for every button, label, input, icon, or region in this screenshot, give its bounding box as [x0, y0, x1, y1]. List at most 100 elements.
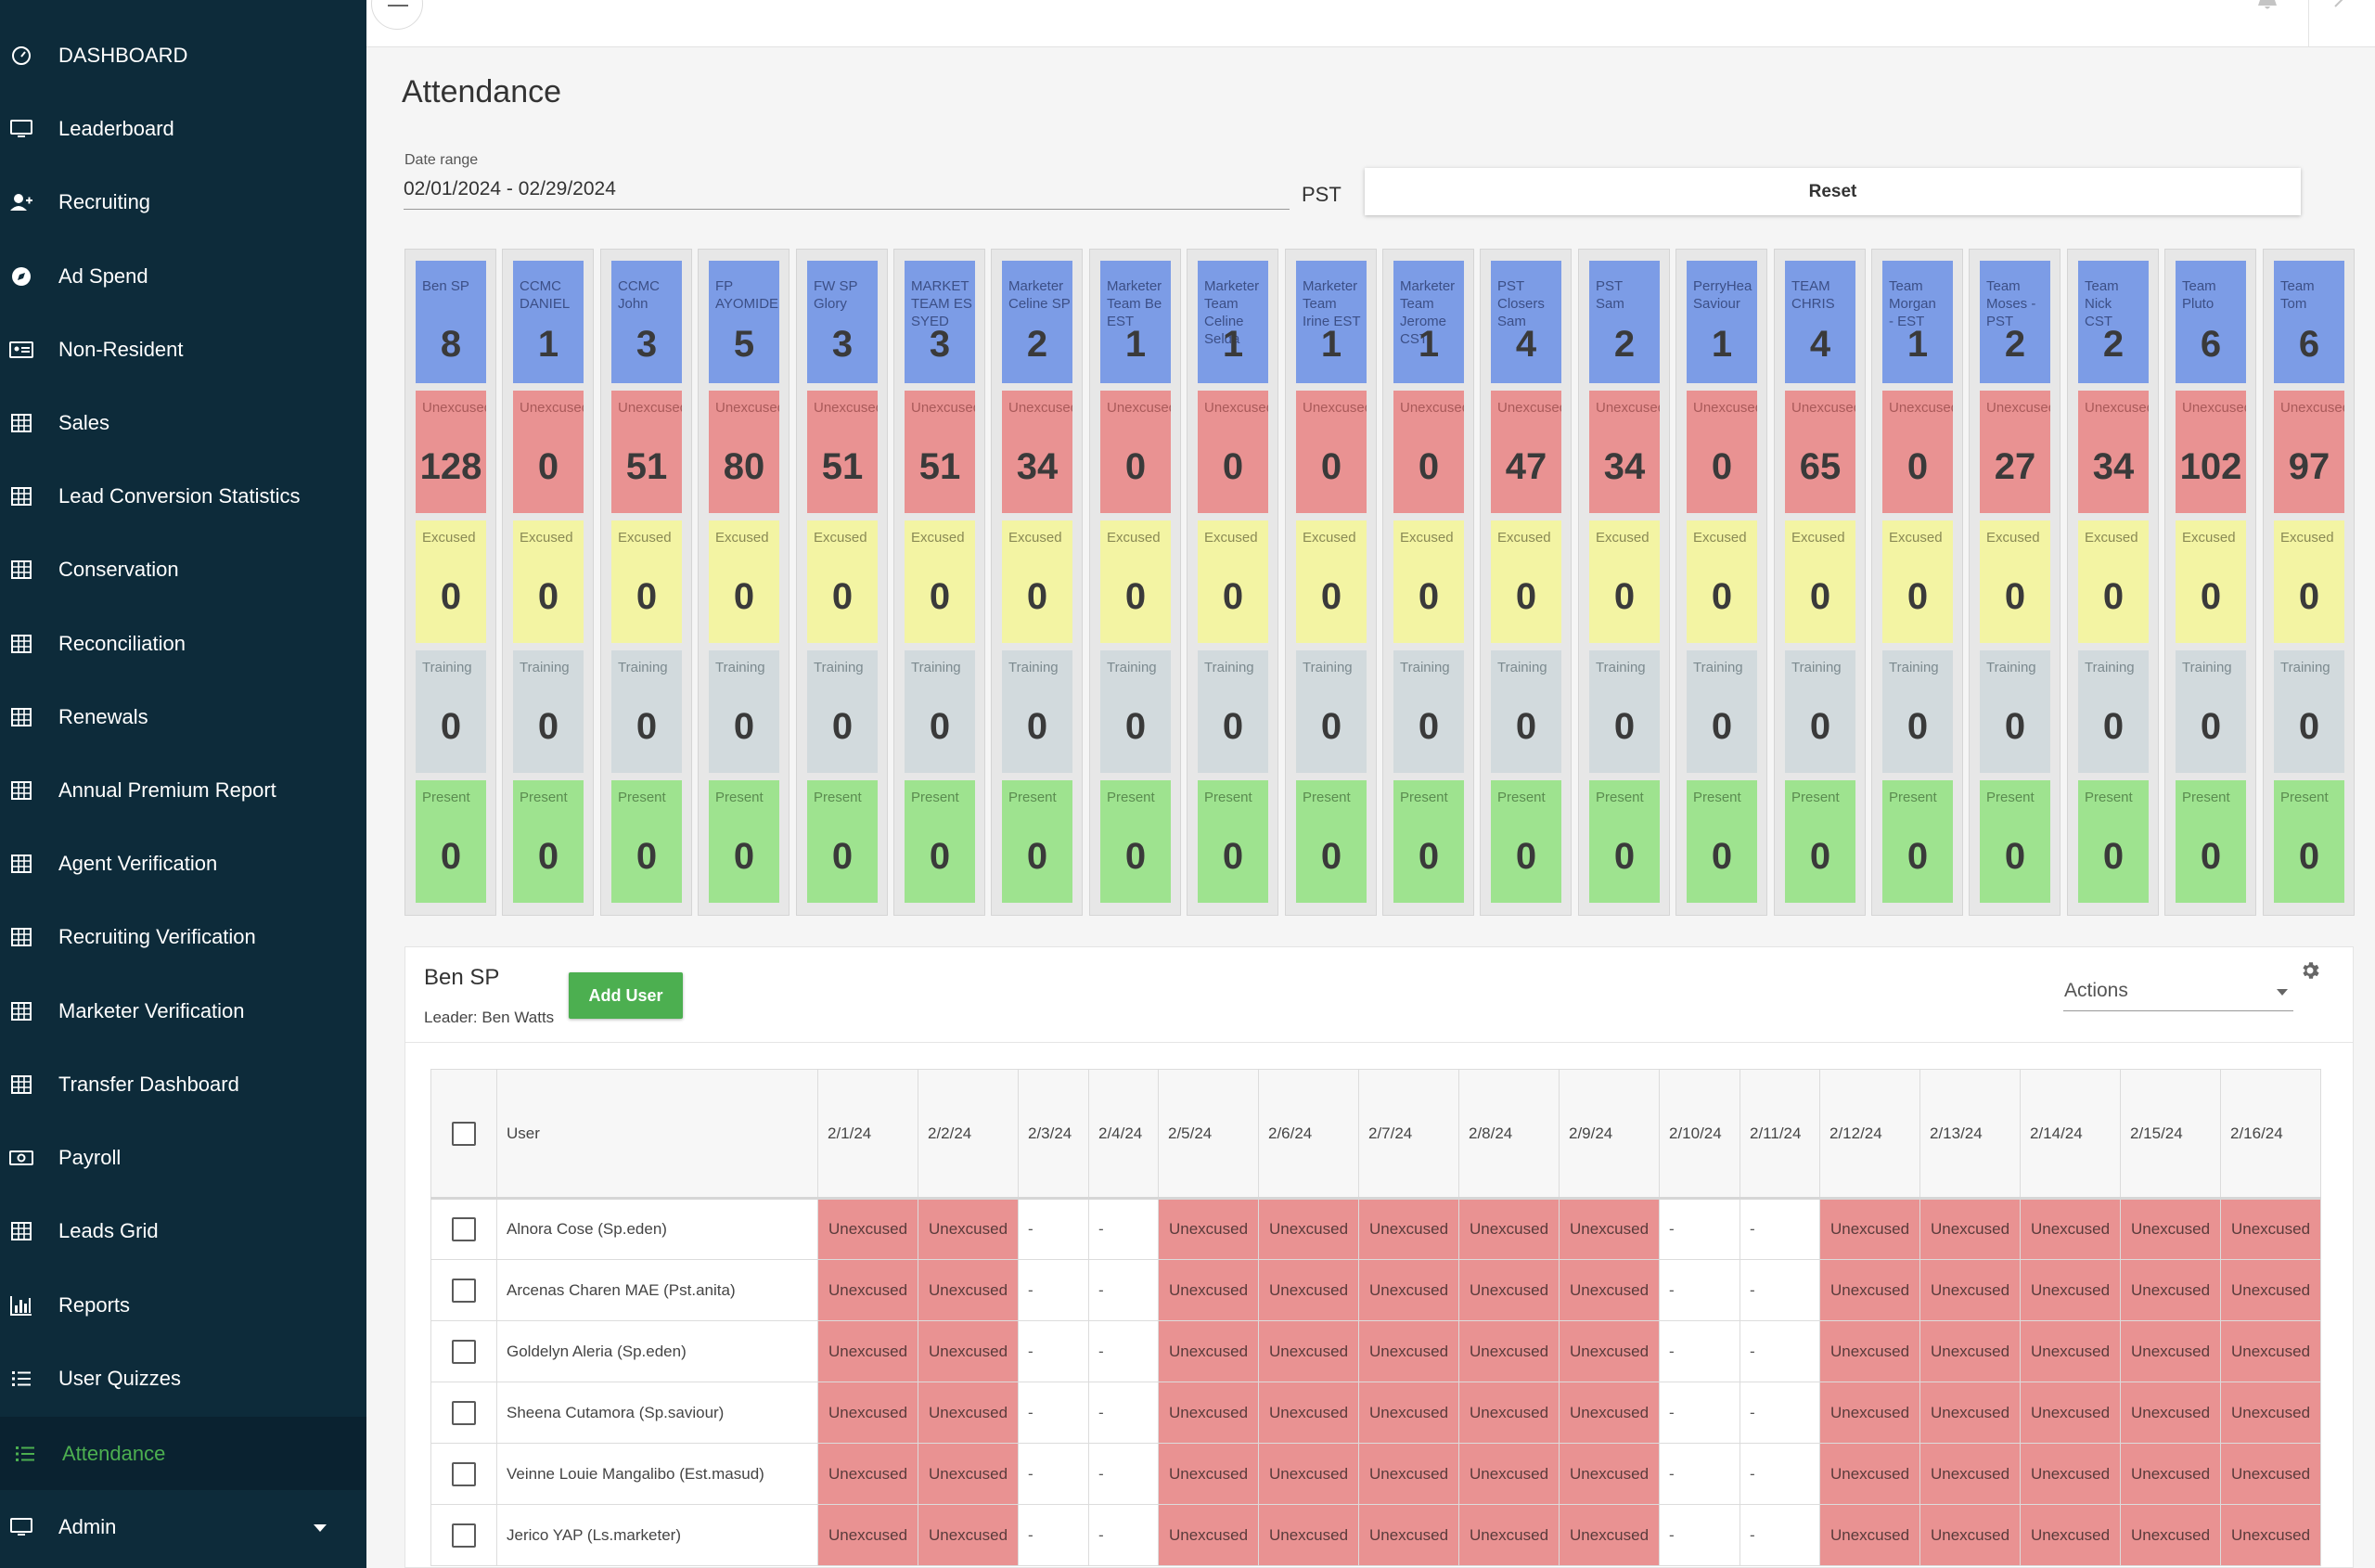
attendance-cell[interactable]: Unexcused: [2120, 1197, 2221, 1260]
attendance-cell[interactable]: Unexcused: [1559, 1320, 1660, 1382]
attendance-cell[interactable]: Unexcused: [1258, 1197, 1359, 1260]
date-column-header[interactable]: 2/5/24: [1158, 1069, 1259, 1199]
team-card[interactable]: Team Tom 6 Unexcused 97 Excused 0 Training 0 Pre…: [2263, 249, 2355, 916]
sidebar-item-ad-spend[interactable]: Ad Spend: [0, 239, 366, 313]
row-checkbox[interactable]: [452, 1523, 476, 1548]
attendance-cell[interactable]: Unexcused: [1158, 1382, 1259, 1444]
attendance-cell[interactable]: Unexcused: [1158, 1320, 1259, 1382]
date-column-header[interactable]: 2/2/24: [918, 1069, 1019, 1199]
attendance-cell[interactable]: Unexcused: [1358, 1197, 1459, 1260]
attendance-cell[interactable]: Unexcused: [1258, 1382, 1359, 1444]
attendance-cell[interactable]: Unexcused: [817, 1320, 918, 1382]
attendance-cell[interactable]: Unexcused: [1358, 1320, 1459, 1382]
attendance-cell[interactable]: Unexcused: [918, 1320, 1019, 1382]
attendance-cell[interactable]: Unexcused: [1158, 1443, 1259, 1505]
attendance-cell[interactable]: Unexcused: [817, 1504, 918, 1566]
attendance-cell[interactable]: Unexcused: [1559, 1197, 1660, 1260]
attendance-cell[interactable]: Unexcused: [1559, 1504, 1660, 1566]
attendance-cell[interactable]: Unexcused: [817, 1382, 918, 1444]
attendance-cell[interactable]: -: [1018, 1197, 1089, 1260]
attendance-cell[interactable]: -: [1740, 1382, 1820, 1444]
attendance-cell[interactable]: Unexcused: [2020, 1382, 2121, 1444]
attendance-cell[interactable]: Unexcused: [2120, 1382, 2221, 1444]
attendance-cell[interactable]: -: [1088, 1197, 1159, 1260]
date-column-header[interactable]: 2/4/24: [1088, 1069, 1159, 1199]
attendance-cell[interactable]: Unexcused: [1458, 1320, 1560, 1382]
attendance-cell[interactable]: Unexcused: [2220, 1382, 2321, 1444]
sidebar-item-user-quizzes[interactable]: User Quizzes: [0, 1342, 366, 1415]
team-card[interactable]: PST Sam 2 Unexcused 34 Excused 0 Training 0 Pres…: [1578, 249, 1670, 916]
expand-icon[interactable]: [2333, 0, 2352, 13]
team-card[interactable]: Team Morgan - EST 1 Unexcused 0 Excused 0 Trai…: [1871, 249, 1963, 916]
attendance-cell[interactable]: -: [1740, 1197, 1820, 1260]
attendance-cell[interactable]: Unexcused: [2120, 1504, 2221, 1566]
sidebar-item-non-resident[interactable]: Non-Resident: [0, 313, 366, 386]
attendance-cell[interactable]: -: [1740, 1259, 1820, 1321]
sidebar-item-recruiting[interactable]: Recruiting: [0, 165, 366, 238]
team-card[interactable]: Team Moses - PST 2 Unexcused 27 Excused 0 Trai…: [1969, 249, 2060, 916]
sidebar-item-reports[interactable]: Reports: [0, 1268, 366, 1342]
row-checkbox[interactable]: [452, 1461, 476, 1486]
attendance-cell[interactable]: Unexcused: [918, 1259, 1019, 1321]
date-column-header[interactable]: 2/9/24: [1559, 1069, 1660, 1199]
team-card[interactable]: CCMC John 3 Unexcused 51 Excused 0 Training 0 Pr…: [600, 249, 692, 916]
user-column-header[interactable]: User: [496, 1069, 818, 1199]
attendance-cell[interactable]: Unexcused: [1559, 1259, 1660, 1321]
attendance-cell[interactable]: -: [1740, 1504, 1820, 1566]
team-card[interactable]: Team Pluto 6 Unexcused 102 Excused 0 Training 0…: [2164, 249, 2256, 916]
date-column-header[interactable]: 2/10/24: [1659, 1069, 1740, 1199]
team-card[interactable]: CCMC DANIEL 1 Unexcused 0 Excused 0 Training 0 P…: [502, 249, 594, 916]
attendance-cell[interactable]: Unexcused: [2020, 1504, 2121, 1566]
team-card[interactable]: FW SP Glory 3 Unexcused 51 Excused 0 Training 0…: [796, 249, 888, 916]
date-column-header[interactable]: 2/11/24: [1740, 1069, 1820, 1199]
attendance-cell[interactable]: Unexcused: [2220, 1504, 2321, 1566]
row-checkbox[interactable]: [452, 1339, 476, 1364]
attendance-cell[interactable]: Unexcused: [1819, 1259, 1920, 1321]
attendance-cell[interactable]: Unexcused: [1458, 1197, 1560, 1260]
sidebar-item-lead-conversion-statistics[interactable]: Lead Conversion Statistics: [0, 459, 366, 533]
sidebar-item-leads-grid[interactable]: Leads Grid: [0, 1194, 366, 1267]
attendance-cell[interactable]: -: [1659, 1382, 1740, 1444]
date-column-header[interactable]: 2/7/24: [1358, 1069, 1459, 1199]
attendance-cell[interactable]: Unexcused: [918, 1504, 1019, 1566]
attendance-cell[interactable]: Unexcused: [1919, 1504, 2021, 1566]
attendance-cell[interactable]: Unexcused: [2220, 1259, 2321, 1321]
sidebar-item-admin[interactable]: Admin: [0, 1490, 366, 1563]
attendance-cell[interactable]: Unexcused: [1819, 1504, 1920, 1566]
attendance-cell[interactable]: Unexcused: [1358, 1382, 1459, 1444]
team-card[interactable]: Team Nick CST 2 Unexcused 34 Excused 0 Trainin…: [2067, 249, 2159, 916]
attendance-cell[interactable]: Unexcused: [1919, 1382, 2021, 1444]
attendance-cell[interactable]: -: [1740, 1443, 1820, 1505]
team-card[interactable]: PerryHea Saviour 1 Unexcused 0 Excused 0 Train…: [1675, 249, 1767, 916]
attendance-cell[interactable]: Unexcused: [1819, 1320, 1920, 1382]
team-card[interactable]: Marketer Team Irine EST 1 Unexcused 0 Excuse…: [1285, 249, 1377, 916]
attendance-cell[interactable]: -: [1018, 1443, 1089, 1505]
attendance-cell[interactable]: Unexcused: [1458, 1382, 1560, 1444]
attendance-cell[interactable]: Unexcused: [1358, 1259, 1459, 1321]
attendance-cell[interactable]: -: [1659, 1443, 1740, 1505]
attendance-cell[interactable]: Unexcused: [817, 1197, 918, 1260]
caret-down-icon[interactable]: [314, 1524, 327, 1532]
attendance-cell[interactable]: Unexcused: [1458, 1259, 1560, 1321]
attendance-cell[interactable]: Unexcused: [2220, 1443, 2321, 1505]
attendance-cell[interactable]: Unexcused: [2020, 1443, 2121, 1505]
sidebar-item-sales[interactable]: Sales: [0, 386, 366, 459]
date-column-header[interactable]: 2/15/24: [2120, 1069, 2221, 1199]
team-card[interactable]: TEAM CHRIS 4 Unexcused 65 Excused 0 Training 0 P…: [1774, 249, 1866, 916]
attendance-cell[interactable]: Unexcused: [2220, 1197, 2321, 1260]
sidebar-item-marketer-verification[interactable]: Marketer Verification: [0, 974, 366, 1047]
attendance-cell[interactable]: Unexcused: [1919, 1320, 2021, 1382]
team-card[interactable]: PST Closers Sam 4 Unexcused 47 Excused 0 Train…: [1480, 249, 1572, 916]
date-column-header[interactable]: 2/1/24: [817, 1069, 918, 1199]
attendance-cell[interactable]: Unexcused: [1158, 1197, 1259, 1260]
attendance-cell[interactable]: -: [1088, 1320, 1159, 1382]
date-column-header[interactable]: 2/8/24: [1458, 1069, 1560, 1199]
attendance-cell[interactable]: Unexcused: [1458, 1504, 1560, 1566]
team-card[interactable]: Ben SP 8 Unexcused 128 Excused 0 Training 0 Pres…: [404, 249, 496, 916]
attendance-cell[interactable]: Unexcused: [1258, 1259, 1359, 1321]
attendance-cell[interactable]: Unexcused: [1258, 1443, 1359, 1505]
sidebar-item-payroll[interactable]: Payroll: [0, 1121, 366, 1194]
attendance-cell[interactable]: Unexcused: [1158, 1504, 1259, 1566]
attendance-cell[interactable]: Unexcused: [1458, 1443, 1560, 1505]
date-column-header[interactable]: 2/3/24: [1018, 1069, 1089, 1199]
